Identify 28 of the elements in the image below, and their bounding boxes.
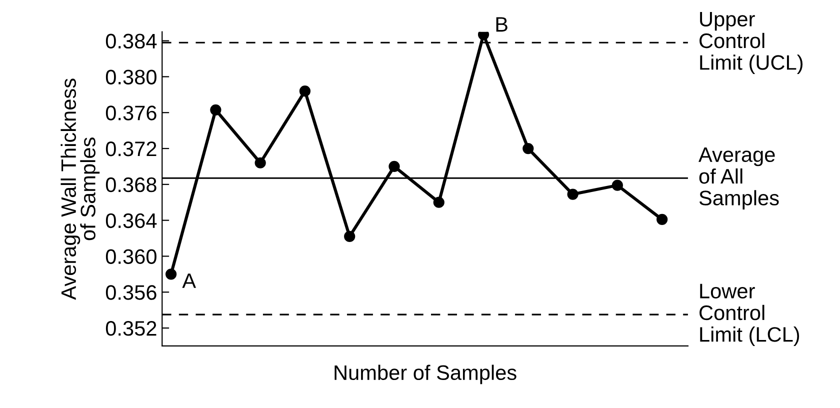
point: [388, 160, 400, 172]
text: B: [496, 17, 508, 32]
point: [299, 86, 311, 97]
x-axis-title: Number of Samples: [334, 364, 516, 384]
point: [478, 32, 490, 40]
y-tick-label: 0.352: [106, 321, 156, 336]
point: [567, 188, 578, 200]
ref-line-label: Upper Control Limit (UCL): [700, 12, 803, 74]
y-tick-label: 0.380: [106, 70, 156, 84]
y-tick-label: 0.368: [106, 177, 156, 192]
ref-line-label: Average of All Samples: [698, 148, 779, 210]
y-tick-label: 0.376: [106, 106, 156, 120]
point: [612, 180, 623, 191]
y-tick-label: 0.360: [106, 249, 156, 264]
ref-line-label: Lower Control Limit (LCL): [700, 284, 800, 346]
y-tick-label: 0.372: [106, 142, 156, 156]
y-tick-label: 0.364: [106, 213, 157, 228]
annotation: A: [182, 274, 196, 288]
point: [165, 268, 177, 280]
y-tick-label: 0.356: [106, 285, 156, 300]
point: [522, 142, 534, 154]
point: [656, 214, 668, 225]
point: [344, 230, 356, 242]
point: [254, 157, 266, 168]
point: [433, 196, 444, 208]
y-tick-label: 0.384: [106, 34, 157, 49]
y-axis-title: Average Wall Thickness of Samples: [60, 78, 100, 300]
point: [210, 104, 222, 116]
